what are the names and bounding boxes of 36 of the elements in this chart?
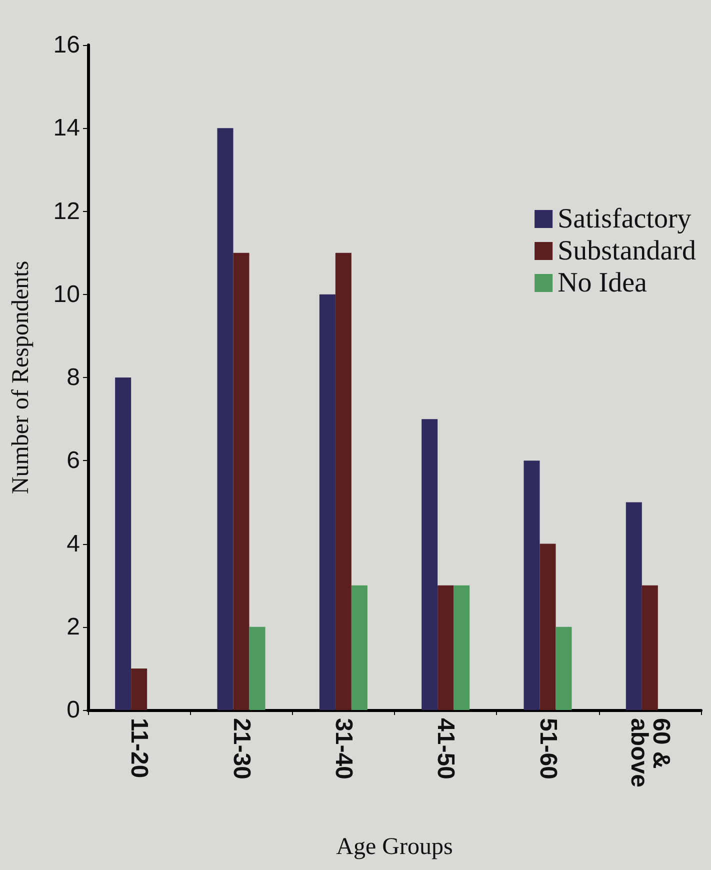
bar [249,626,266,710]
bar [217,128,234,710]
bar [642,585,658,710]
y-tick-label: 16 [53,32,80,58]
y-tick-label: 6 [66,447,80,474]
y-tick-label: 2 [66,613,80,640]
bar [335,252,352,710]
y-tick-label: 10 [53,280,80,308]
bar [540,544,556,710]
x-axis-title: Age Groups [336,834,453,860]
x-tick-label: 21-30 [228,718,255,780]
x-tick-label: 11-20 [126,718,153,778]
bar [351,585,368,710]
legend-label: Satisfactory [558,204,692,234]
x-tick-label: 31-40 [330,718,357,780]
bar [422,419,438,710]
bar [454,585,470,710]
y-axis-title: Number of Respondents [8,260,34,494]
bar [131,668,148,710]
y-tick-label: 14 [53,114,80,142]
bar [626,502,642,710]
bar [233,252,250,710]
bar [115,378,132,710]
y-tick-label: 4 [66,530,80,558]
bar [319,294,336,710]
x-tick-label: 60 & above [625,718,674,788]
y-tick-label: 12 [53,198,80,225]
legend-label: No Idea [558,268,648,298]
y-tick-label: 0 [66,696,80,724]
bar [524,460,540,710]
legend-label: Substandard [558,236,696,266]
x-tick-label: 41-50 [432,718,460,780]
x-tick-label: 51-60 [534,718,562,780]
bar [556,626,572,710]
bar [438,585,454,710]
y-tick-label: 8 [66,364,80,391]
